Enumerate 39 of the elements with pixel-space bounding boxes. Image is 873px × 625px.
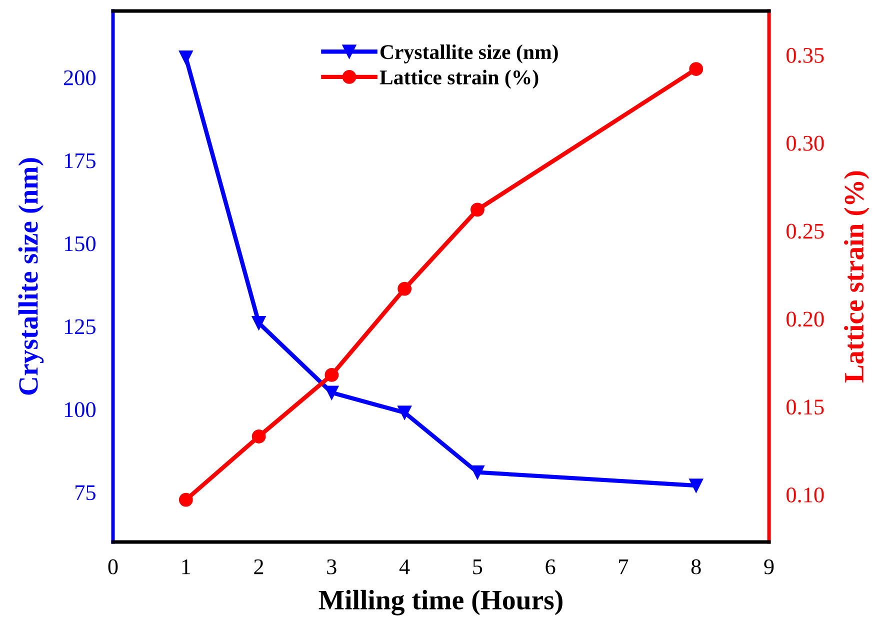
y-tick-label: 125 [64,319,96,334]
y-tick-label: 175 [64,153,96,168]
x-tick-label: 8 [691,559,701,574]
y-axis-title: Crystallite size (nm) [18,158,44,395]
y2-tick-label: 0.15 [786,400,824,415]
y2-tick-label: 0.25 [786,224,824,239]
x-tick-label: 3 [327,559,336,574]
y-tick-label: 75 [76,485,96,500]
x-tick-label: 2 [254,559,264,574]
x-tick-label: 6 [546,559,556,574]
x-tick-label: 7 [619,560,628,574]
point [324,368,339,382]
x-tick-label: 5 [473,560,482,574]
point [398,282,412,296]
point [178,50,193,64]
x-tick-label: 9 [764,559,774,574]
point [470,465,484,480]
x-tick-label: 1 [182,559,190,574]
y-tick-label: 200 [64,70,96,86]
x-tick-label: 4 [399,559,410,574]
y2-tick-label: 0.30 [786,136,824,151]
y2-tick-label: 0.10 [786,487,824,503]
legend-label: Lattice strain (%) [380,70,538,89]
point [398,406,412,420]
y-tick-label: 150 [64,236,96,252]
point [324,386,339,400]
point [470,202,484,217]
y2-tick-label: 0.20 [786,312,824,327]
point [252,316,266,330]
point [689,62,704,76]
x-tick-label: 0 [108,559,118,574]
point [689,478,704,493]
y2-axis-title: Lattice strain (%) [844,171,870,382]
point [178,492,193,507]
point [252,430,266,444]
legend-label: Crystallite size (nm) [380,44,558,64]
y-tick-label: 100 [64,402,96,418]
x-axis-title: Milling time (Hours) [318,590,562,616]
y2-tick-label: 0.35 [786,48,824,63]
